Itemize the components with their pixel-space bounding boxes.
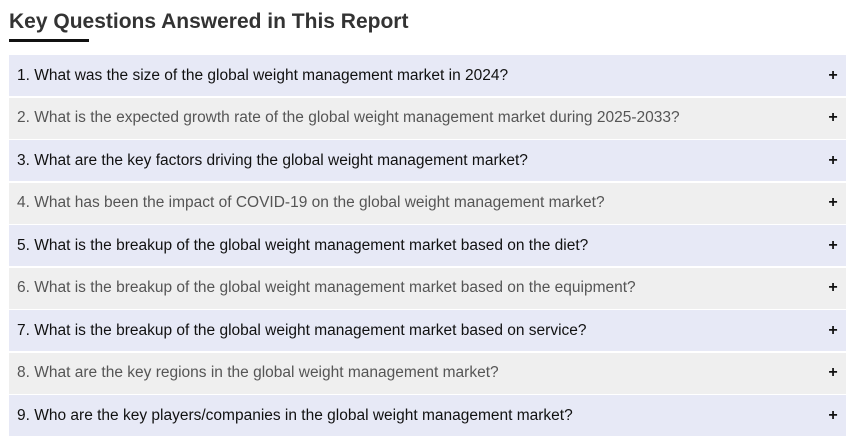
faq-question: 3. What are the key factors driving the … bbox=[17, 151, 528, 169]
plus-icon[interactable]: + bbox=[828, 279, 838, 296]
faq-item-5[interactable]: 5. What is the breakup of the global wei… bbox=[9, 225, 846, 266]
faq-item-2[interactable]: 2. What is the expected growth rate of t… bbox=[9, 97, 846, 139]
faq-question: 7. What is the breakup of the global wei… bbox=[17, 321, 587, 339]
plus-icon[interactable]: + bbox=[828, 66, 838, 84]
faq-item-6[interactable]: 6. What is the breakup of the global wei… bbox=[9, 267, 846, 309]
faq-item-1[interactable]: 1. What was the size of the global weigh… bbox=[9, 55, 846, 96]
plus-icon[interactable]: + bbox=[828, 406, 838, 424]
plus-icon[interactable]: + bbox=[828, 194, 838, 211]
faq-item-8[interactable]: 8. What are the key regions in the globa… bbox=[9, 352, 846, 394]
heading-underline bbox=[9, 39, 89, 42]
plus-icon[interactable]: + bbox=[828, 364, 838, 381]
faq-item-3[interactable]: 3. What are the key factors driving the … bbox=[9, 140, 846, 181]
faq-question: 8. What are the key regions in the globa… bbox=[17, 364, 499, 381]
faq-item-7[interactable]: 7. What is the breakup of the global wei… bbox=[9, 310, 846, 351]
plus-icon[interactable]: + bbox=[828, 151, 838, 169]
faq-question: 5. What is the breakup of the global wei… bbox=[17, 236, 589, 254]
faq-question: 1. What was the size of the global weigh… bbox=[17, 66, 509, 84]
faq-question: 6. What is the breakup of the global wei… bbox=[17, 279, 636, 296]
faq-question: 2. What is the expected growth rate of t… bbox=[17, 109, 680, 126]
faq-question: 9. Who are the key players/companies in … bbox=[17, 406, 573, 424]
faq-item-9[interactable]: 9. Who are the key players/companies in … bbox=[9, 395, 846, 436]
faq-list: 1. What was the size of the global weigh… bbox=[9, 55, 846, 438]
plus-icon[interactable]: + bbox=[828, 321, 838, 339]
faq-item-4[interactable]: 4. What has been the impact of COVID-19 … bbox=[9, 182, 846, 224]
faq-question: 4. What has been the impact of COVID-19 … bbox=[17, 194, 605, 211]
plus-icon[interactable]: + bbox=[828, 236, 838, 254]
section-heading: Key Questions Answered in This Report bbox=[9, 10, 409, 33]
plus-icon[interactable]: + bbox=[828, 109, 838, 126]
